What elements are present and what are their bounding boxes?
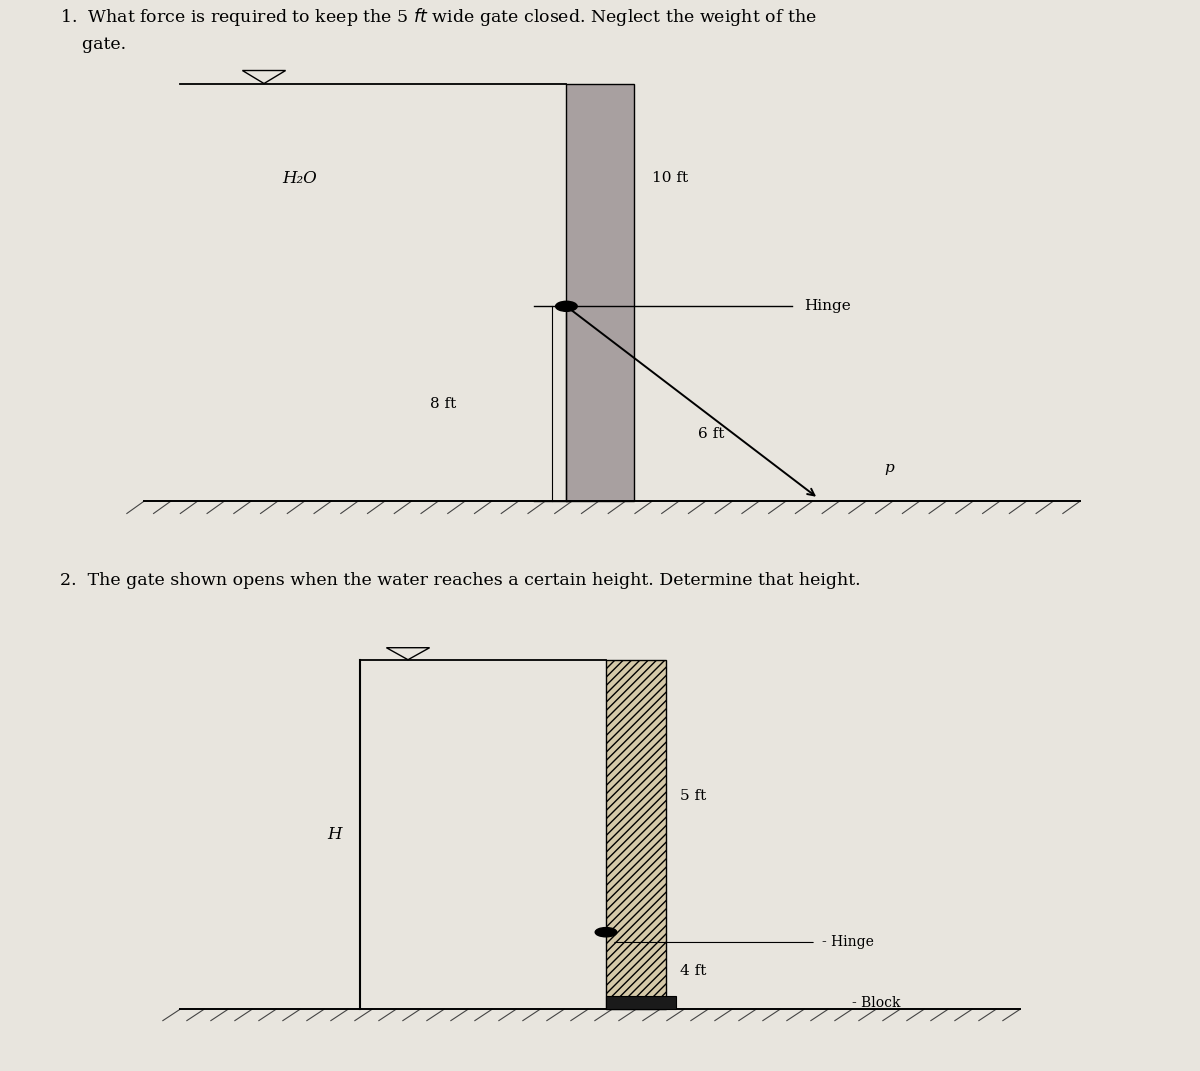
Text: H₂O: H₂O [283, 169, 317, 186]
Text: - Block: - Block [852, 996, 900, 1010]
Bar [606, 996, 676, 1009]
Bar [566, 84, 634, 501]
Text: 10 ft: 10 ft [652, 171, 688, 185]
Text: H: H [328, 826, 342, 843]
Text: 8 ft: 8 ft [430, 396, 456, 411]
Text: 6 ft: 6 ft [698, 427, 725, 441]
Text: 4 ft: 4 ft [680, 964, 707, 978]
Text: gate.: gate. [60, 36, 126, 54]
Text: 5 ft: 5 ft [680, 789, 707, 803]
Circle shape [595, 927, 617, 937]
Text: Hinge: Hinge [804, 299, 851, 314]
Circle shape [556, 301, 577, 312]
Text: 2.  The gate shown opens when the water reaches a certain height. Determine that: 2. The gate shown opens when the water r… [60, 572, 860, 589]
Bar [606, 660, 666, 1009]
Text: - Hinge: - Hinge [822, 935, 874, 950]
Text: p: p [884, 461, 894, 474]
Text: 1.  What force is required to keep the 5 $ft$ wide gate closed. Neglect the weig: 1. What force is required to keep the 5 … [60, 5, 816, 28]
